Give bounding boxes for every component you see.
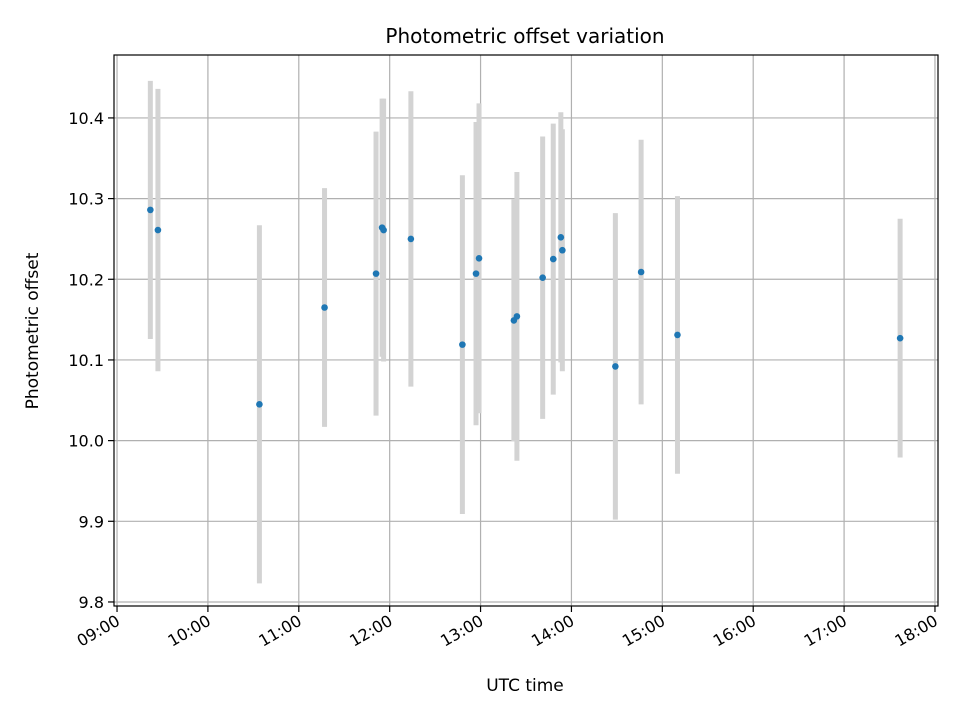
y-axis-label: Photometric offset xyxy=(23,252,43,409)
data-point xyxy=(549,255,557,263)
data-point xyxy=(557,234,565,241)
data-point xyxy=(637,268,645,276)
y-tick-label: 10.0 xyxy=(68,432,104,451)
data-point xyxy=(256,401,263,408)
data-point xyxy=(513,313,521,320)
y-axis-ticks: 9.8 9.9 10.0 10.1 10.2 10.3 10.4 xyxy=(68,109,114,612)
y-tick-label: 9.8 xyxy=(79,593,104,612)
y-tick-label: 10.3 xyxy=(68,190,104,209)
y-tick-label: 9.9 xyxy=(79,512,104,531)
y-tick-label: 10.4 xyxy=(68,109,104,128)
y-tick-label: 10.1 xyxy=(68,351,104,370)
data-point xyxy=(539,274,546,281)
data-point xyxy=(380,226,387,234)
data-point xyxy=(154,226,162,234)
data-point xyxy=(372,270,380,277)
data-point xyxy=(559,246,566,254)
data-point xyxy=(612,363,619,370)
data-point xyxy=(472,270,480,277)
y-tick-label: 10.2 xyxy=(68,270,104,289)
chart-title: Photometric offset variation xyxy=(385,24,664,48)
data-point xyxy=(321,304,328,311)
data-point xyxy=(674,331,681,339)
data-point xyxy=(459,341,466,348)
data-point xyxy=(407,235,415,243)
x-axis-label: UTC time xyxy=(486,676,564,696)
data-point xyxy=(147,206,154,214)
plot-frame xyxy=(113,54,939,607)
grid xyxy=(114,55,938,606)
data-point xyxy=(896,334,904,342)
data-point xyxy=(475,254,483,262)
data-points xyxy=(147,206,904,408)
